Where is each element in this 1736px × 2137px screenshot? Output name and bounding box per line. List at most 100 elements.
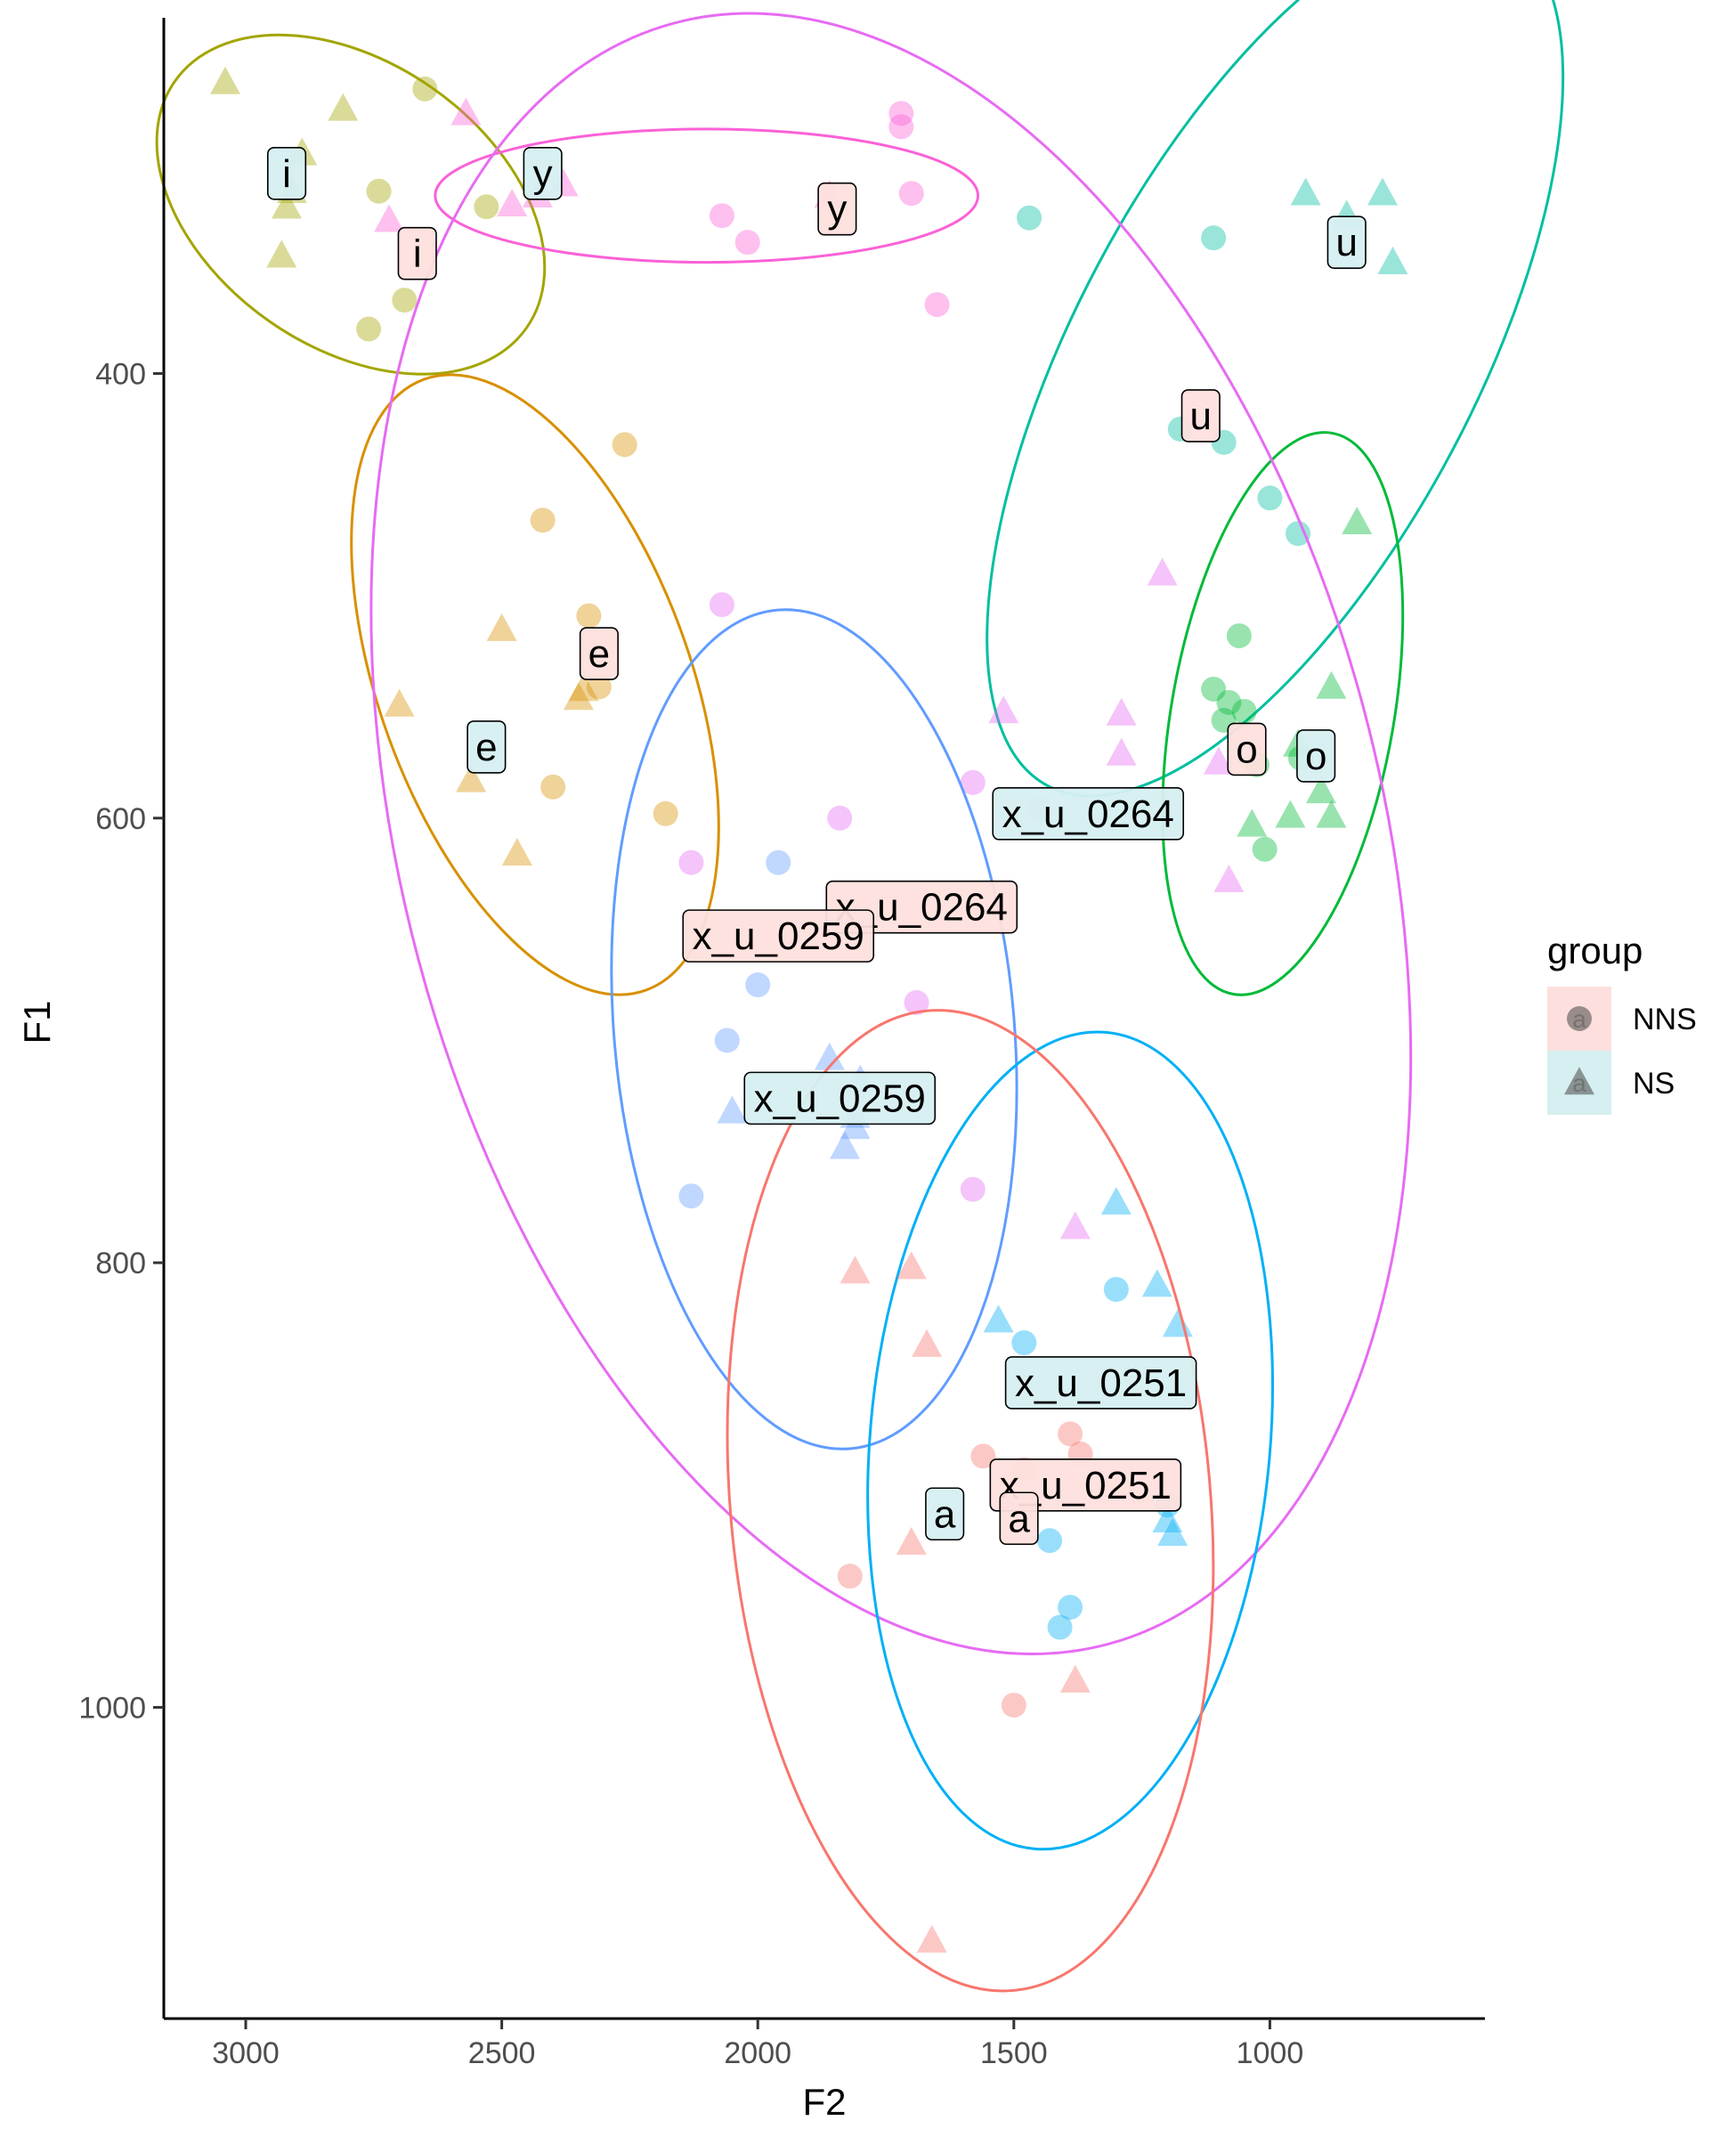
vowel-series-e	[350, 373, 720, 996]
x-tick-label: 1500	[980, 2036, 1048, 2070]
vowel-label-ns: e	[466, 720, 507, 774]
legend-entry-ns: a NS	[1547, 1051, 1675, 1115]
data-point-ns	[568, 673, 599, 702]
data-point-ns	[1316, 800, 1347, 828]
data-point-ns	[384, 688, 415, 717]
data-point-ns	[1162, 1309, 1193, 1337]
vowel-label-nns: y	[817, 182, 857, 236]
ellipse-x_u_0264	[369, 12, 1413, 1656]
data-point-ns	[1237, 808, 1268, 837]
data-point-ns	[272, 191, 303, 219]
data-point-nns	[366, 178, 392, 204]
label-box	[682, 909, 875, 963]
label-text: e	[588, 632, 610, 676]
label-box	[466, 720, 507, 774]
data-point-nns	[576, 603, 602, 629]
x-axis-ticks: 3000 2500 2000 1500 1000	[212, 2019, 1303, 2070]
data-point-nns	[1201, 225, 1227, 251]
ellipse-e	[350, 373, 720, 996]
vowel-label-ns: o	[1296, 729, 1336, 783]
legend-entries: a NNS a NS	[1547, 987, 1697, 1115]
legend-triangle-icon	[1564, 1067, 1594, 1095]
legend-label: NS	[1633, 1067, 1675, 1101]
label-text: u	[1190, 394, 1212, 438]
ellipse-u	[986, 0, 1565, 798]
data-point-nns	[1231, 698, 1257, 724]
data-point-nns	[1017, 205, 1042, 231]
data-point-ns	[1213, 864, 1245, 893]
data-point-ns	[1100, 1186, 1132, 1215]
data-point-ns	[840, 1255, 871, 1284]
data-point-ns	[1203, 746, 1234, 775]
y-tick-label: 600	[95, 802, 146, 836]
label-box	[1227, 722, 1267, 776]
data-point-ns	[1275, 800, 1306, 828]
data-point-nns	[678, 1183, 704, 1209]
vowel-label-ns: u	[1326, 215, 1367, 269]
data-point-ns	[1305, 776, 1336, 804]
x-tick-label: 2000	[724, 2036, 791, 2070]
data-point-nns	[714, 1028, 740, 1053]
vowel-label-ns: y	[523, 146, 563, 200]
data-point-ns	[1157, 1517, 1188, 1547]
legend-key-glyph: a	[1572, 1069, 1586, 1097]
data-point-nns	[709, 203, 734, 229]
label-box	[266, 146, 307, 200]
data-point-nns	[734, 230, 760, 256]
x-tick-label: 2500	[468, 2036, 536, 2070]
data-point-ns	[266, 240, 297, 268]
data-point-ns	[563, 682, 594, 711]
data-point-nns	[924, 292, 950, 318]
data-point-ns	[830, 1131, 861, 1159]
plot-content	[155, 0, 1565, 1993]
vowel-series-u	[986, 0, 1565, 798]
label-box	[579, 627, 619, 680]
label-text: o	[1305, 735, 1326, 778]
data-point-nns	[1001, 1692, 1026, 1718]
x-axis-title: F2	[802, 2081, 846, 2123]
label-text: i	[282, 152, 291, 196]
label-box	[397, 226, 437, 280]
data-point-nns	[1201, 676, 1227, 702]
data-point-nns	[1058, 1595, 1083, 1621]
data-point-nns	[612, 432, 637, 458]
label-text: y	[533, 152, 553, 196]
data-point-nns	[888, 101, 914, 126]
data-point-ns	[210, 66, 241, 94]
data-point-ns	[1316, 670, 1347, 699]
data-point-ns	[1152, 1504, 1183, 1533]
data-point-nns	[1216, 689, 1242, 715]
label-box	[925, 1487, 965, 1541]
data-point-nns	[392, 288, 418, 313]
legend: group a NNS a NS	[1547, 930, 1697, 1115]
data-point-nns	[827, 805, 853, 831]
legend-label: NNS	[1633, 1003, 1697, 1036]
data-point-ns	[814, 1042, 845, 1070]
data-point-ns	[1367, 177, 1398, 206]
x-tick-label: 1000	[1237, 2036, 1304, 2070]
data-point-ns	[1106, 737, 1137, 766]
data-point-nns	[1103, 1277, 1129, 1303]
label-text: x_u_0251	[1015, 1361, 1187, 1405]
y-axis-title: F1	[16, 1000, 58, 1044]
data-point-nns	[960, 769, 986, 795]
data-point-nns	[1011, 1330, 1037, 1356]
legend-key-glyph: a	[1572, 1005, 1586, 1033]
vowel-label-nns: e	[579, 627, 619, 680]
label-box	[999, 1491, 1039, 1546]
data-point-ns	[1059, 1664, 1091, 1693]
label-text: y	[827, 188, 847, 232]
label-box	[1004, 1356, 1197, 1410]
data-point-nns	[837, 1564, 863, 1589]
legend-entry-nns: a NNS	[1547, 987, 1697, 1051]
vowel-label-nns: i	[397, 226, 437, 280]
label-box	[817, 182, 857, 236]
data-point-ns	[1290, 177, 1321, 206]
data-point-nns	[1037, 1528, 1063, 1554]
vowel-label-nns: u	[1180, 389, 1221, 443]
vowel-series-o	[1161, 431, 1405, 996]
data-point-nns	[1286, 521, 1311, 547]
data-point-ns	[983, 1304, 1014, 1333]
y-axis-ticks: 400 600 800 1000	[78, 357, 164, 1725]
